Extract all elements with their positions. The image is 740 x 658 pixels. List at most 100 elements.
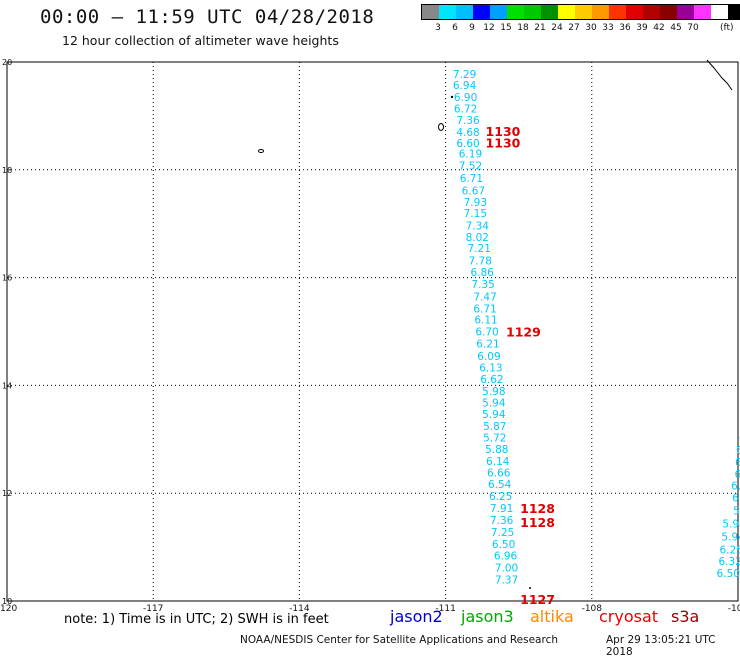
swh-value: 7.29: [453, 69, 476, 81]
y-tick-label: 20: [2, 58, 12, 67]
pass-time-label: 1130: [486, 124, 521, 139]
generated-timestamp: Apr 29 13:05:21 UTC 2018: [606, 634, 716, 658]
swh-value: 6.25: [489, 491, 512, 503]
swh-value: 5.94: [721, 531, 740, 543]
swh-value: 6.28: [735, 457, 740, 469]
swh-value: 7.36: [490, 515, 514, 527]
y-tick-label: 18: [2, 166, 12, 175]
y-tick-label: 14: [2, 381, 12, 390]
swh-value: 6.66: [487, 468, 511, 480]
legend-swatch-2: [456, 5, 473, 19]
satellite-name: s3a: [671, 607, 700, 626]
pass-time-label: 1128: [520, 515, 555, 530]
x-tick-label: -117: [143, 604, 163, 614]
y-tick-label: 10: [2, 597, 12, 606]
credit-text: NOAA/NESDIS Center for Satellite Applica…: [240, 634, 558, 646]
swh-value: 6.13: [479, 363, 502, 375]
legend-swatch-18: [728, 5, 740, 19]
legend-swatch-15: [677, 5, 694, 19]
legend-label: 3: [435, 23, 441, 33]
swh-value: 5.94: [482, 409, 506, 421]
legend-swatch-6: [524, 5, 541, 19]
legend-swatch-9: [575, 5, 592, 19]
swh-value: 6.11: [474, 315, 497, 327]
swh-value: 6.71: [473, 303, 496, 315]
swh-value: 6.96: [494, 551, 518, 563]
legend-swatches: [421, 4, 740, 20]
legend-swatch-7: [541, 5, 558, 19]
legend-label: 15: [500, 23, 512, 33]
swh-value: 6.67: [739, 433, 740, 445]
legend-swatch-5: [507, 5, 524, 19]
legend-label: 30: [585, 23, 597, 33]
swh-value: 7.93: [464, 197, 487, 209]
x-tick-label: -111: [435, 604, 455, 614]
legend-label: 70: [687, 23, 699, 33]
y-tick-label: 16: [2, 274, 12, 283]
legend-swatch-0: [422, 5, 439, 19]
legend-label: 24: [551, 23, 563, 33]
footer-note: note: 1) Time is in UTC; 2) SWH is in fe…: [64, 612, 329, 627]
swh-value: 6.60: [456, 138, 479, 150]
legend-swatch-4: [490, 5, 507, 19]
swh-value: 6.62: [480, 374, 503, 386]
legend-label: 39: [636, 23, 648, 33]
legend-swatch-14: [660, 5, 677, 19]
swh-value: 5.81: [733, 505, 740, 517]
swh-value: 7.47: [473, 291, 496, 303]
swh-value: 6.21: [476, 338, 499, 350]
swh-value: 6.09: [477, 351, 500, 363]
swh-value: 6.86: [470, 267, 494, 279]
legend-label: 18: [517, 23, 529, 33]
legend-label: 42: [653, 23, 665, 33]
pass-time-label: 1130: [486, 135, 521, 150]
legend-label: 12: [483, 23, 495, 33]
legend-swatch-17: [711, 5, 728, 19]
pass-time-label: 1127: [520, 592, 555, 607]
swh-value: 7.52: [459, 160, 482, 172]
legend-unit: (ft): [720, 23, 734, 33]
swh-value: 6.14: [486, 456, 510, 468]
swh-value: 7.91: [490, 503, 513, 515]
legend-label: 36: [619, 23, 631, 33]
swh-value: 6.94: [453, 80, 477, 92]
swh-value: 5.98: [482, 386, 505, 398]
swh-value: 8.02: [466, 232, 489, 244]
swh-value: 7.35: [471, 279, 494, 291]
swh-value: 6.43: [735, 469, 740, 481]
satellite-name: altika: [530, 607, 574, 626]
swh-value: 7.78: [469, 255, 492, 267]
x-tick-label: -120: [0, 604, 17, 614]
x-tick-label: -114: [289, 604, 310, 614]
legend-swatch-16: [694, 5, 711, 19]
legend-swatch-12: [626, 5, 643, 19]
legend-swatch-8: [558, 5, 575, 19]
swh-value: 6.70: [475, 327, 498, 339]
swh-value: 6.50: [717, 568, 740, 580]
legend-swatch-1: [439, 5, 456, 19]
legend-swatch-11: [609, 5, 626, 19]
swh-value: 5.94: [722, 518, 740, 530]
swh-value: 5.87: [483, 421, 506, 433]
legend-label: 21: [534, 23, 546, 33]
color-legend: (ft) 3 6 9 12 15 18 21 24 27 30 33 36 39 42 45 70: [421, 4, 740, 33]
satellite-name: jason3: [461, 607, 514, 626]
legend-label: 45: [670, 23, 682, 33]
x-tick-label: -105: [728, 604, 740, 614]
swh-value: 6.25: [719, 544, 740, 556]
swh-value: 7.21: [468, 243, 491, 255]
swh-value: 6.32: [719, 556, 740, 568]
satellite-name: jason2: [390, 607, 443, 626]
swh-value: 4.68: [456, 127, 479, 139]
island: [529, 587, 531, 589]
legend-label: 9: [469, 23, 475, 33]
swh-value: 6.90: [454, 92, 477, 104]
legend-labels: (ft) 3 6 9 12 15 18 21 24 27 30 33 36 39 42 45 70: [421, 23, 740, 35]
swh-value: 6.32: [731, 481, 740, 493]
swh-value: 7.36: [456, 115, 480, 127]
swh-value: 5.94: [482, 398, 506, 410]
map-frame: [6, 61, 739, 602]
island: [258, 149, 264, 153]
satellite-name: cryosat: [599, 607, 659, 626]
